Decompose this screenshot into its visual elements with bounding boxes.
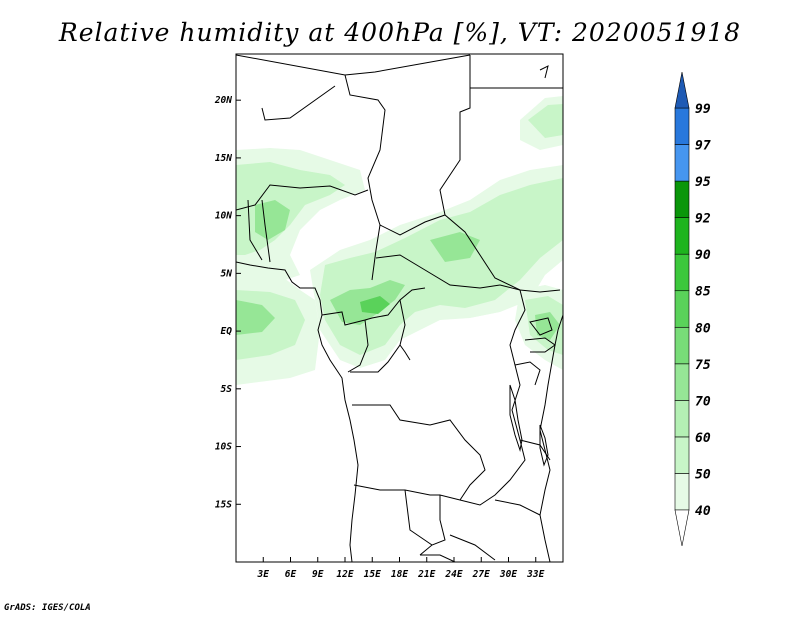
colorbar-box: [674, 473, 690, 511]
border: [420, 554, 456, 562]
colorbar: 40 50 60 70 75 80 85 90 92 95 97 99: [674, 71, 711, 547]
y-tick-label: 10N: [215, 211, 232, 222]
y-tick-label: 15N: [215, 153, 232, 164]
colorbar-label: 75: [695, 358, 711, 373]
credit-text: GrADS: IGES/COLA: [4, 603, 91, 613]
x-tick-label: 15E: [364, 569, 381, 580]
rh-band-70: [236, 300, 275, 335]
x-tick-label: 33E: [526, 569, 544, 580]
border: [321, 287, 426, 326]
colorbar-box: [674, 326, 690, 365]
lake: [529, 317, 553, 336]
border: [539, 65, 549, 79]
x-tick-label: 12E: [336, 569, 353, 580]
y-tick-label: 5N: [221, 268, 233, 279]
border: [514, 361, 541, 386]
border: [247, 199, 263, 261]
colorbar-label: 60: [695, 431, 711, 446]
border: [236, 54, 471, 76]
border: [494, 499, 541, 516]
border: [350, 299, 406, 373]
colorbar-box: [674, 290, 690, 328]
border: [344, 74, 386, 281]
colorbar-box: [674, 144, 690, 182]
border: [439, 55, 471, 216]
border: [399, 344, 411, 361]
y-tick-label: 15S: [215, 499, 232, 510]
border: [353, 484, 440, 496]
colorbar-label: 80: [695, 321, 711, 336]
colorbar-label: 40: [695, 504, 711, 519]
x-axis-ticks: 3E 6E 9E 12E 15E 18E 21E 24E 27E 30E 33E: [257, 557, 545, 580]
colorbar-label: 97: [695, 139, 711, 154]
border: [352, 404, 486, 501]
rh-band-70: [430, 232, 480, 262]
border: [419, 284, 526, 556]
y-axis-ticks: 20N 15N 10N 5N EQ 5S 10S 15S: [214, 95, 241, 510]
lake: [539, 424, 549, 467]
y-tick-label: EQ: [221, 326, 233, 337]
x-tick-label: 24E: [444, 569, 462, 580]
border: [261, 85, 336, 121]
border: [524, 337, 556, 353]
humidity-shading: [236, 96, 563, 385]
colorbar-label: 92: [695, 212, 711, 227]
rh-band-70: [255, 200, 290, 240]
colorbar-box: [674, 253, 690, 292]
border: [236, 184, 369, 211]
colorbar-under-arrow: [674, 509, 690, 547]
rh-band-50: [528, 104, 563, 138]
border: [449, 534, 496, 561]
x-tick-label: 21E: [417, 569, 435, 580]
y-tick-label: 5S: [221, 384, 233, 395]
border: [404, 489, 433, 546]
rh-band-80: [360, 296, 390, 314]
border: [379, 214, 561, 293]
lake: [509, 384, 523, 452]
colorbar-label: 95: [695, 175, 711, 190]
colorbar-box: [674, 107, 690, 145]
x-tick-label: 30E: [499, 569, 517, 580]
x-tick-label: 18E: [391, 569, 408, 580]
colorbar-over-arrow: [674, 71, 690, 109]
colorbar-box: [674, 436, 690, 474]
country-boundaries: [236, 54, 563, 562]
border: [261, 199, 271, 263]
colorbar-box: [674, 217, 690, 255]
x-tick-label: 27E: [472, 569, 490, 580]
y-tick-label: 10S: [215, 442, 232, 453]
colorbar-label: 90: [695, 248, 711, 263]
colorbar-label: 50: [695, 467, 711, 482]
border: [347, 319, 369, 373]
colorbar-label: 99: [695, 102, 711, 117]
colorbar-label: 70: [695, 394, 711, 409]
x-tick-label: 9E: [312, 569, 324, 580]
colorbar-label: 85: [695, 285, 711, 300]
colorbar-box: [674, 363, 690, 401]
colorbar-box: [674, 180, 690, 218]
x-tick-label: 3E: [257, 569, 270, 580]
x-tick-label: 6E: [285, 569, 297, 580]
map-title: Relative humidity at 400hPa [%], VT: 202…: [58, 18, 742, 47]
y-tick-label: 20N: [214, 95, 232, 106]
border: [375, 254, 501, 289]
colorbar-box: [674, 400, 690, 438]
